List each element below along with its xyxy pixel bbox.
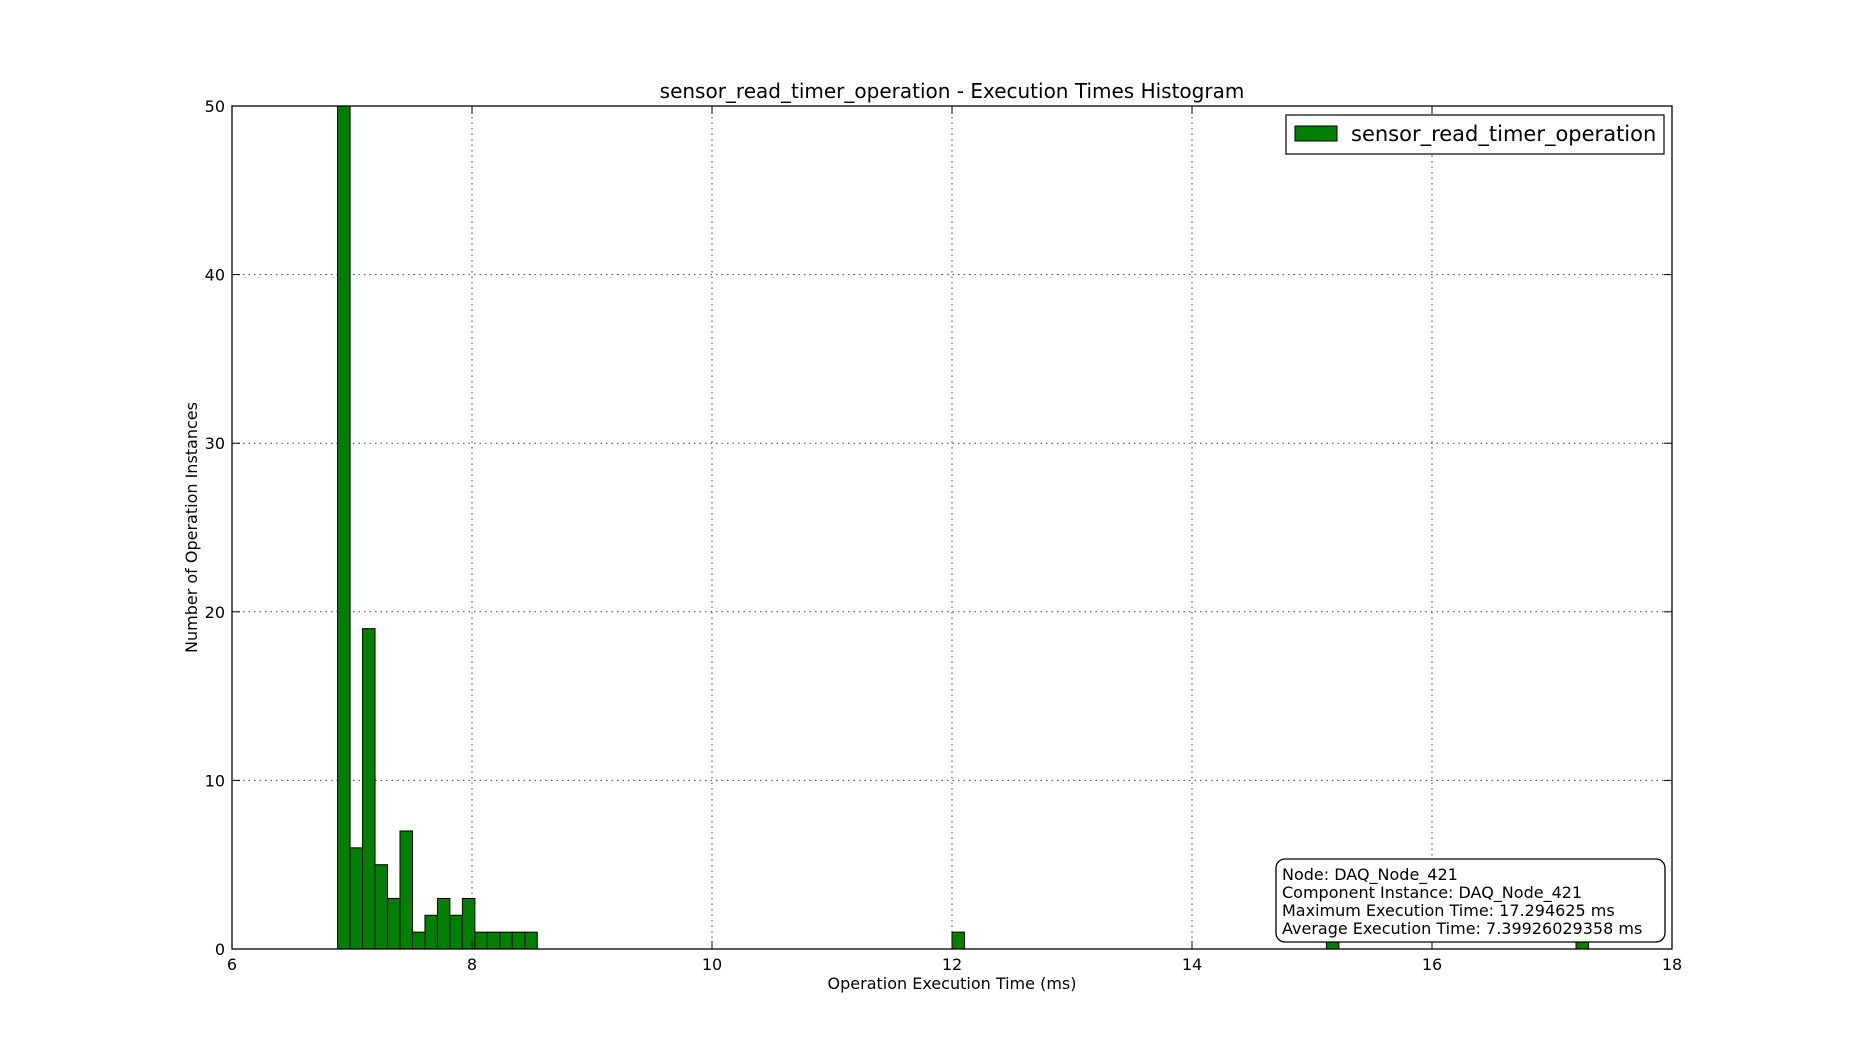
histogram-bar [362,628,376,950]
legend-box [1285,114,1665,155]
y-tick-label: 0 [215,940,225,959]
info-box-frame [1275,858,1666,943]
info-node-text: Node: DAQ_Node_421 [1282,865,1458,885]
histogram-bar [387,897,401,950]
histogram-bar [449,914,463,950]
axis-ticks: 6 8 10 12 14 16 18 0 10 20 30 40 50 [205,97,1683,974]
x-tick-label: 12 [942,955,962,974]
y-tick-label: 40 [205,266,225,285]
x-tick-label: 6 [227,955,237,974]
y-tick-label: 30 [205,434,225,453]
info-max-time-text: Maximum Execution Time: 17.294625 ms [1282,901,1615,920]
x-tick-label: 16 [1422,955,1442,974]
histogram-bar [499,931,513,950]
histogram-bar [374,864,389,950]
legend-label: sensor_read_timer_operation [1351,122,1656,147]
x-tick-label: 18 [1662,955,1682,974]
histogram-bar [349,847,364,950]
histogram-bar [461,897,476,950]
histogram-bars [337,105,1589,950]
histogram-bar [337,105,351,950]
histogram-bar [524,931,538,950]
x-tick-label: 8 [467,955,477,974]
info-annotation-box: Node: DAQ_Node_421 Component Instance: D… [1275,858,1666,943]
histogram-bar [424,914,438,950]
histogram-bar [399,830,413,950]
info-component-text: Component Instance: DAQ_Node_421 [1282,883,1582,903]
y-axis-label: Number of Operation Instances [182,402,201,653]
histogram-bar [951,931,965,950]
chart-title: sensor_read_timer_operation - Execution … [660,79,1245,103]
y-tick-label: 50 [205,97,225,116]
histogram-bar [486,931,501,950]
grid-lines [231,105,1673,950]
x-tick-label: 10 [702,955,722,974]
y-tick-label: 10 [205,771,225,790]
legend: sensor_read_timer_operation [1285,114,1665,155]
histogram-bar [411,931,426,950]
info-avg-time-text: Average Execution Time: 7.39926029358 ms [1282,919,1642,938]
plot-frame [231,105,1673,950]
histogram-bar [474,931,488,950]
legend-swatch [1294,125,1338,142]
histogram-bar [436,897,451,950]
histogram-bar [511,931,526,950]
x-tick-label: 14 [1182,955,1202,974]
y-tick-label: 20 [205,603,225,622]
x-axis-label: Operation Execution Time (ms) [828,974,1077,993]
